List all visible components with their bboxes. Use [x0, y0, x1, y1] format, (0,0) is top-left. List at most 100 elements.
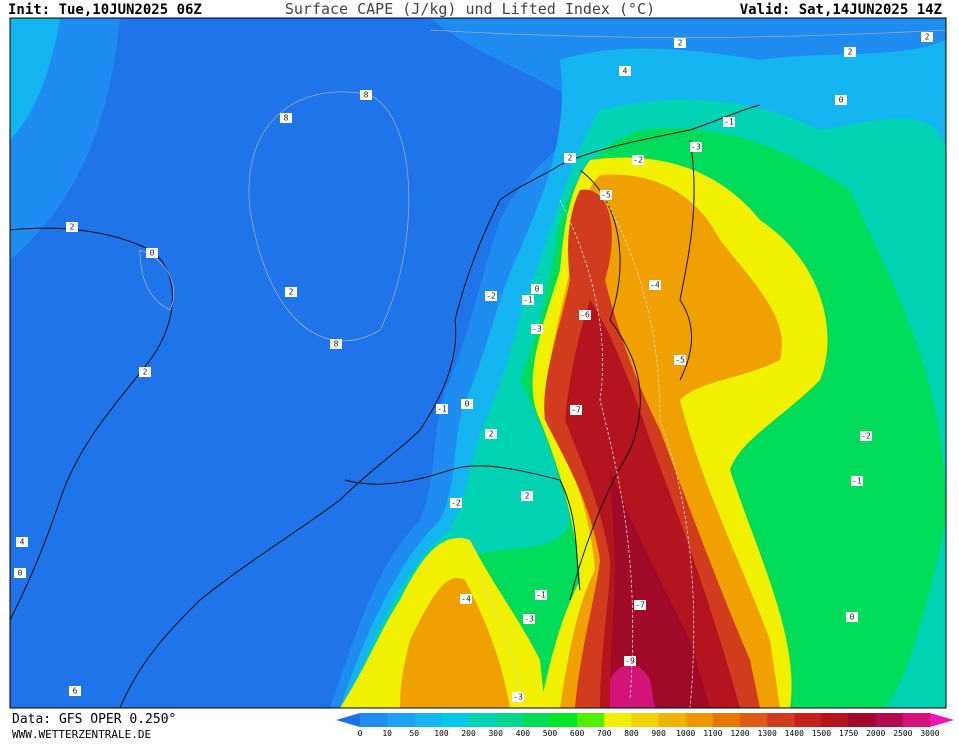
colorbar-segment — [875, 713, 904, 727]
colorbar-label: 100 — [434, 729, 449, 738]
contour-label: 2 — [289, 288, 294, 297]
contour-label-box — [564, 153, 576, 163]
colorbar-segment — [414, 713, 442, 727]
colorbar-label: 400 — [516, 729, 531, 738]
colorbar-segment — [550, 713, 578, 727]
contour-label: 0 — [535, 285, 540, 294]
contour-label: -2 — [633, 156, 643, 165]
colorbar-segment — [577, 713, 605, 727]
colorbar-segment — [767, 713, 795, 727]
contour-label-box — [649, 280, 661, 290]
contour-label-box — [69, 686, 81, 696]
contour-label: -3 — [532, 325, 542, 334]
contour-label: 2 — [143, 368, 148, 377]
contour-label: 2 — [70, 223, 75, 232]
contour-label-box — [844, 47, 856, 57]
colorbar: 0 10 50 100 200 300 400 500 600 700 800 900 1000 1100… — [336, 713, 954, 738]
init-time: Init: Tue,10JUN2025 06Z — [8, 2, 202, 18]
contour-label-box — [139, 367, 151, 377]
contour-label: 8 — [334, 340, 339, 349]
contour-labels: 2 4 2 2 0 8 8 2 0 2 8 2 -1 -3 -2 2 -5 -4 -6 -5 -7 -2 -1 -2 2 -4 -3… — [14, 32, 933, 702]
contour-label-box — [485, 429, 497, 439]
title: Surface CAPE (J/kg) und Lifted Index (°C… — [285, 0, 655, 18]
contour-label: 6 — [73, 687, 78, 696]
contour-label: 4 — [20, 538, 25, 547]
contour-label: -1 — [536, 591, 546, 600]
colorbar-label: 500 — [543, 729, 558, 738]
contour-label-box — [460, 594, 472, 604]
contour-label-box — [280, 113, 292, 123]
colorbar-label: 600 — [570, 729, 585, 738]
contour-label: -3 — [691, 143, 701, 152]
contour-label-box — [570, 405, 582, 415]
colorbar-label: 3000 — [920, 729, 939, 738]
colorbar-label: 1200 — [730, 729, 749, 738]
contour-label-box — [450, 498, 462, 508]
colorbar-segment — [468, 713, 497, 727]
contour-label-box — [521, 491, 533, 501]
contour-label: 8 — [364, 91, 369, 100]
colorbar-segment — [658, 713, 687, 727]
contour-label: 2 — [489, 430, 494, 439]
contour-label: -1 — [724, 118, 734, 127]
colorbar-label: 1300 — [758, 729, 777, 738]
contour-label-box — [436, 404, 448, 414]
colorbar-label: 50 — [409, 729, 419, 738]
contour-label: -5 — [675, 356, 685, 365]
map — [9, 17, 947, 709]
contour-label-box — [835, 95, 847, 105]
colorbar-segment — [387, 713, 415, 727]
colorbar-label: 1400 — [785, 729, 804, 738]
contour-label-box — [16, 537, 28, 547]
colorbar-label: 2500 — [893, 729, 912, 738]
colorbar-label: 200 — [461, 729, 476, 738]
contour-label: -6 — [580, 311, 590, 320]
colorbar-under — [336, 713, 360, 727]
contour-label-box — [632, 155, 644, 165]
contour-label-box — [535, 590, 547, 600]
colorbar-label: 900 — [651, 729, 666, 738]
contour-label: -1 — [852, 477, 862, 486]
contour-label-box — [523, 614, 535, 624]
contour-label: -3 — [524, 615, 534, 624]
colorbar-segment — [360, 713, 388, 727]
contour-label-box — [624, 656, 636, 666]
contour-label: -7 — [635, 601, 645, 610]
colorbar-label: 1750 — [839, 729, 858, 738]
contour-label: 0 — [150, 249, 155, 258]
contour-label: -4 — [650, 281, 660, 290]
contour-label-box — [619, 66, 631, 76]
site: WWW.WETTERZENTRALE.DE — [12, 728, 151, 741]
colorbar-segment — [685, 713, 714, 727]
colorbar-label: 0 — [358, 729, 363, 738]
contour-label-box — [146, 248, 158, 258]
contour-label-box — [360, 90, 372, 100]
contour-label: 2 — [678, 39, 683, 48]
colorbar-segment — [740, 713, 768, 727]
contour-label-box — [723, 117, 735, 127]
contour-label: 2 — [848, 48, 853, 57]
contour-label: -1 — [523, 296, 533, 305]
contour-label: -5 — [601, 191, 611, 200]
colorbar-segment — [522, 713, 551, 727]
contour-label: 0 — [465, 400, 470, 409]
contour-label-box — [860, 431, 872, 441]
colorbar-label: 700 — [597, 729, 612, 738]
contour-label-box — [846, 612, 858, 622]
colorbar-label: 1100 — [703, 729, 722, 738]
colorbar-segment — [794, 713, 822, 727]
colorbar-segment — [604, 713, 632, 727]
contour-label: 0 — [839, 96, 844, 105]
colorbar-label: 2000 — [866, 729, 885, 738]
contour-label-box — [579, 310, 591, 320]
contour-label: -2 — [486, 292, 496, 301]
contour-label: -7 — [571, 406, 581, 415]
contour-label-box — [330, 339, 342, 349]
contour-label: -2 — [861, 432, 871, 441]
contour-label: 0 — [18, 569, 23, 578]
colorbar-segment — [441, 713, 470, 727]
contour-label-box — [461, 399, 473, 409]
contour-label-box — [921, 32, 933, 42]
contour-label-box — [531, 324, 543, 334]
